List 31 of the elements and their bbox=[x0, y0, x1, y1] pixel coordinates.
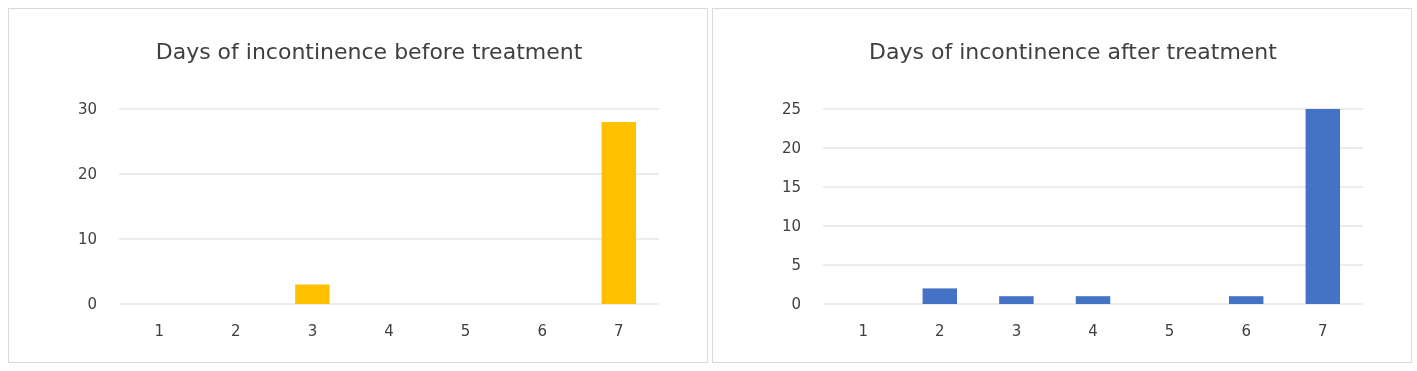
x-tick-label: 6 bbox=[1241, 322, 1251, 340]
x-tick-label: 4 bbox=[384, 322, 394, 340]
chart-title: Days of incontinence after treatment bbox=[869, 39, 1278, 64]
bar bbox=[1305, 109, 1341, 304]
y-tick-label: 15 bbox=[781, 178, 801, 197]
bar bbox=[922, 288, 958, 304]
x-tick-label: 2 bbox=[231, 322, 241, 340]
chart-title: Days of incontinence before treatment bbox=[155, 39, 583, 64]
y-tick-label: 5 bbox=[791, 256, 801, 275]
y-tick-label: 20 bbox=[77, 165, 97, 184]
x-tick-label: 7 bbox=[1318, 322, 1328, 340]
y-tick-label: 10 bbox=[77, 230, 97, 249]
y-tick-label: 20 bbox=[781, 139, 801, 158]
bar bbox=[1075, 296, 1111, 304]
x-tick-label: 3 bbox=[1011, 322, 1022, 340]
bar bbox=[1228, 296, 1264, 304]
x-tick-label: 6 bbox=[537, 322, 547, 340]
x-tick-label: 5 bbox=[460, 322, 471, 340]
y-tick-label: 0 bbox=[791, 295, 801, 314]
x-tick-label: 1 bbox=[858, 322, 868, 340]
x-tick-label: 2 bbox=[935, 322, 945, 340]
y-tick-label: 0 bbox=[87, 295, 97, 314]
bar bbox=[999, 296, 1034, 304]
x-tick-label: 4 bbox=[1088, 322, 1098, 340]
x-tick-label: 3 bbox=[307, 322, 318, 340]
y-tick-label: 25 bbox=[781, 100, 801, 119]
y-tick-label: 10 bbox=[781, 217, 801, 236]
x-tick-label: 5 bbox=[1164, 322, 1175, 340]
y-tick-label: 30 bbox=[77, 100, 97, 119]
x-tick-label: 1 bbox=[154, 322, 164, 340]
x-tick-label: 7 bbox=[614, 322, 624, 340]
